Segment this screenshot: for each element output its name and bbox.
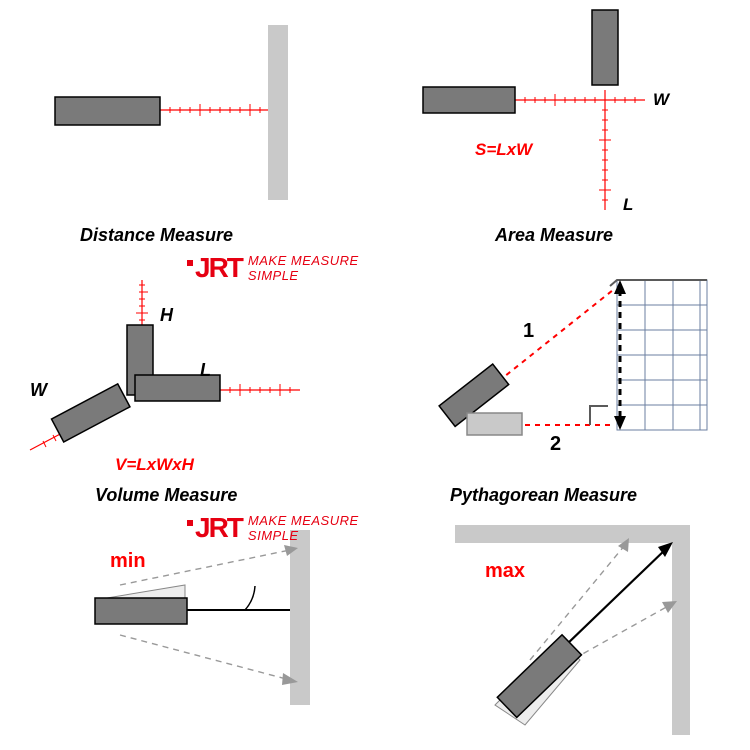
pythagorean-svg <box>375 250 750 510</box>
area-w-label: W <box>653 90 669 110</box>
volume-caption: Volume Measure <box>95 485 237 506</box>
panel-pythagorean: 1 2 Pythagorean Measure <box>375 250 750 510</box>
logo-mark: JRT <box>195 252 242 284</box>
panel-volume: H L W V=LxWxH Volume Measure JRT MAKE ME… <box>0 250 375 510</box>
panel-distance: Distance Measure <box>0 0 375 250</box>
min-label: min <box>110 550 146 573</box>
pyth-1-label: 1 <box>523 320 534 343</box>
distance-svg <box>0 0 375 250</box>
pythagorean-caption: Pythagorean Measure <box>450 485 637 506</box>
logo-tagline-2: MAKE MEASURE SIMPLE <box>248 513 375 543</box>
max-svg <box>375 510 750 750</box>
distance-caption: Distance Measure <box>80 225 233 246</box>
volume-w-label: W <box>30 380 47 401</box>
volume-l-label: L <box>200 360 211 381</box>
panel-area: S=LxW W L Area Measure <box>375 0 750 250</box>
panel-max: max <box>375 510 750 750</box>
diagram-grid: Distance Measure <box>0 0 750 750</box>
volume-formula: V=LxWxH <box>115 455 194 475</box>
panel-min: min JRT MAKE MEASURE SIMPLE <box>0 510 375 750</box>
logo-tagline: MAKE MEASURE SIMPLE <box>248 253 375 283</box>
pyth-2-label: 2 <box>550 433 561 456</box>
area-l-label: L <box>623 195 633 215</box>
area-svg <box>375 0 750 250</box>
volume-h-label: H <box>160 305 173 326</box>
logo-mark-2: JRT <box>195 512 242 544</box>
max-label: max <box>485 560 525 583</box>
area-formula: S=LxW <box>475 140 532 160</box>
brand-logo-1: JRT MAKE MEASURE SIMPLE <box>195 252 375 284</box>
min-svg <box>0 510 375 750</box>
brand-logo-2: JRT MAKE MEASURE SIMPLE <box>195 512 375 544</box>
area-caption: Area Measure <box>495 225 613 246</box>
